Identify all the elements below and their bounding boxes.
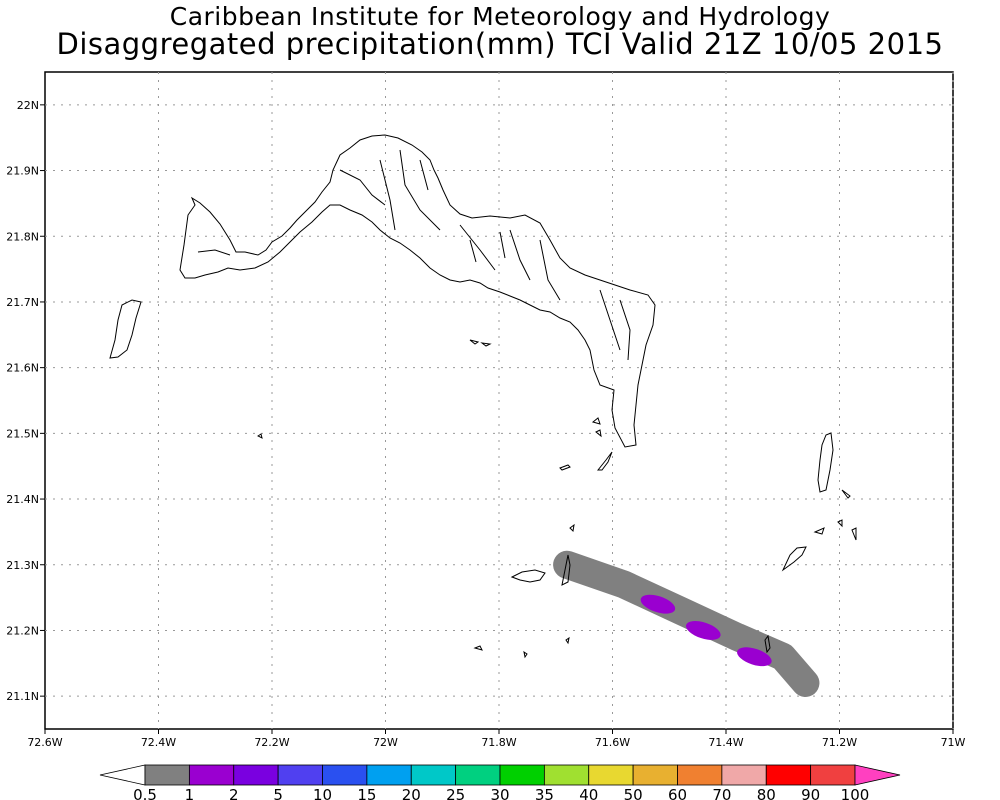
colorbar-label: 100 [841, 786, 870, 800]
lon-tick-label: 72.6W [27, 736, 62, 749]
colorbar-swatch [543, 764, 590, 786]
coastlines [109, 134, 857, 659]
colorbar-label: 50 [624, 786, 643, 800]
islet-east [813, 489, 857, 541]
colorbar-swatch [810, 764, 856, 786]
islet-2 [559, 464, 571, 471]
lon-axis: 72.6W 72.4W 72.2W 72W 71.8W 71.6W 71.4W 71.2W 71… [27, 729, 966, 749]
colorbar-swatch [721, 764, 767, 786]
colorbar-swatch [632, 764, 678, 786]
colorbar-label: 25 [446, 786, 465, 800]
west-caicos [109, 299, 142, 359]
colorbar-swatch [588, 764, 634, 786]
lat-tick-label: 21.8N [6, 230, 39, 243]
islet-4 [591, 417, 602, 438]
grand-turk [817, 432, 834, 493]
lat-tick-label: 21.5N [6, 427, 39, 440]
lon-tick-label: 72.4W [141, 736, 176, 749]
islet-1 [469, 339, 492, 347]
colorbar-label: 2 [229, 786, 239, 800]
islet-west [257, 433, 263, 439]
precip-core-2mm [640, 594, 676, 614]
lat-tick-label: 21.2N [6, 624, 39, 637]
lat-tick-label: 21.7N [6, 296, 39, 309]
colorbar-label: 35 [535, 786, 554, 800]
colorbar: 0.5 1 2 5 10 15 20 25 30 35 40 50 60 70 80 90 100 [99, 764, 901, 800]
colorbar-swatch [366, 764, 412, 786]
lon-tick-label: 71W [941, 736, 966, 749]
colorbar-swatch [677, 764, 723, 786]
colorbar-label: 20 [402, 786, 421, 800]
chart-title: Caribbean Institute for Meteorology and … [169, 2, 831, 31]
colorbar-swatch [455, 764, 501, 786]
lat-tick-label: 21.3N [6, 559, 39, 572]
colorbar-label: 0.5 [133, 786, 157, 800]
lat-tick-label: 21.9N [6, 165, 39, 178]
lon-tick-label: 71.6W [595, 736, 630, 749]
colorbar-low-triangle [99, 764, 146, 786]
south-islets [473, 523, 771, 659]
lon-tick-label: 71.4W [708, 736, 743, 749]
colorbar-swatch [499, 764, 545, 786]
precip-band [553, 550, 820, 698]
colorbar-swatch [277, 764, 323, 786]
colorbar-label: 30 [490, 786, 509, 800]
caicos-main-island [179, 134, 656, 448]
precip-band-1mm [553, 550, 820, 698]
colorbar-label: 70 [712, 786, 731, 800]
lat-tick-label: 21.6N [6, 362, 39, 375]
colorbar-swatch [233, 764, 279, 786]
colorbar-label: 15 [357, 786, 376, 800]
colorbar-swatch [144, 764, 190, 786]
colorbar-label: 80 [757, 786, 776, 800]
colorbar-label: 40 [579, 786, 598, 800]
precip-core-2mm [686, 621, 721, 640]
colorbar-label: 10 [313, 786, 332, 800]
islet-3 [596, 451, 613, 471]
lat-tick-label: 21.4N [6, 493, 39, 506]
lat-tick-label: 21.1N [6, 690, 39, 703]
colorbar-swatch [322, 764, 368, 786]
lat-axis: 21.1N 21.2N 21.3N 21.4N 21.5N 21.6N 21.7N 21.8N… [6, 99, 45, 703]
colorbar-swatch [765, 764, 812, 786]
island-inner-lines [197, 149, 631, 361]
colorbar-label: 60 [668, 786, 687, 800]
lat-tick-label: 22N [17, 99, 39, 112]
lon-tick-label: 72.2W [254, 736, 289, 749]
chart-subtitle: Disaggregated precipitation(mm) TCI Vali… [56, 27, 944, 61]
colorbar-swatch [410, 764, 457, 786]
lon-tick-label: 72W [373, 736, 398, 749]
colorbar-high-triangle [854, 764, 901, 786]
south-caicos-area [510, 569, 546, 583]
colorbar-label: 1 [185, 786, 195, 800]
salt-cay [781, 546, 807, 572]
precip-core-2mm [737, 647, 772, 667]
colorbar-label: 5 [273, 786, 283, 800]
colorbar-label: 90 [801, 786, 820, 800]
lon-tick-label: 71.8W [481, 736, 516, 749]
colorbar-swatch [188, 764, 235, 786]
lon-tick-label: 71.2W [822, 736, 857, 749]
